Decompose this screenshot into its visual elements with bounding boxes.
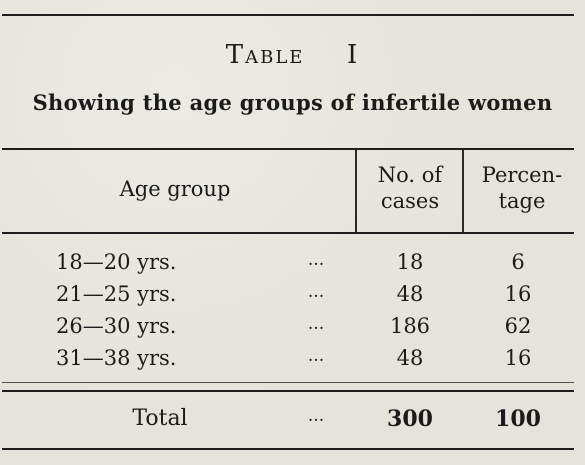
cases-cell: 48 — [396, 346, 424, 370]
percentage-cell: 62 — [504, 314, 532, 338]
leader-dots: ... — [307, 282, 325, 302]
bottom-rule — [2, 448, 574, 450]
age-group-cell: 18—20 yrs. — [56, 250, 177, 274]
header-cases-line2: cases — [380, 189, 440, 213]
leader-dots: ... — [307, 346, 325, 366]
header-bottom-rule — [2, 232, 574, 234]
percentage-cell: 16 — [504, 346, 532, 370]
age-group-cell: 26—30 yrs. — [56, 314, 177, 338]
header-no-of-cases: No. of cases — [360, 162, 460, 214]
age-group-cell: 21—25 yrs. — [56, 282, 177, 306]
total-percentage-cell: 100 — [495, 406, 541, 432]
total-top-rule — [2, 390, 574, 392]
table-row: 21—25 yrs. ... 48 16 — [0, 282, 585, 312]
leader-dots: ... — [307, 250, 325, 270]
column-divider — [355, 150, 357, 232]
age-group-cell: 31—38 yrs. — [56, 346, 177, 370]
header-top-rule — [2, 148, 574, 150]
header-percentage: Percen- tage — [466, 162, 578, 214]
percentage-cell: 6 — [511, 250, 525, 274]
header-cases-line1: No. of — [377, 163, 443, 187]
table-caption: Showing the age groups of infertile wome… — [32, 90, 553, 115]
total-row: Total ... 300 100 — [0, 406, 585, 436]
total-cases-cell: 300 — [387, 406, 433, 432]
total-label: Total — [132, 406, 188, 431]
top-rule — [2, 14, 574, 16]
percentage-cell: 16 — [504, 282, 532, 306]
table-row: 31—38 yrs. ... 48 16 — [0, 346, 585, 376]
table-label: Table — [225, 40, 305, 70]
table-row: 26—30 yrs. ... 186 62 — [0, 314, 585, 344]
column-divider — [462, 150, 464, 232]
table-row: 18—20 yrs. ... 18 6 — [0, 250, 585, 280]
cases-cell: 48 — [396, 282, 424, 306]
table-number: I — [346, 40, 360, 70]
header-pct-line2: tage — [498, 189, 546, 213]
leader-dots: ... — [307, 406, 325, 426]
total-top-rule-thin — [2, 382, 574, 383]
header-pct-line1: Percen- — [481, 163, 563, 187]
cases-cell: 18 — [396, 250, 424, 274]
header-age-group: Age group — [119, 177, 231, 201]
cases-cell: 186 — [389, 314, 431, 338]
leader-dots: ... — [307, 314, 325, 334]
table-title: Table I — [0, 40, 585, 70]
